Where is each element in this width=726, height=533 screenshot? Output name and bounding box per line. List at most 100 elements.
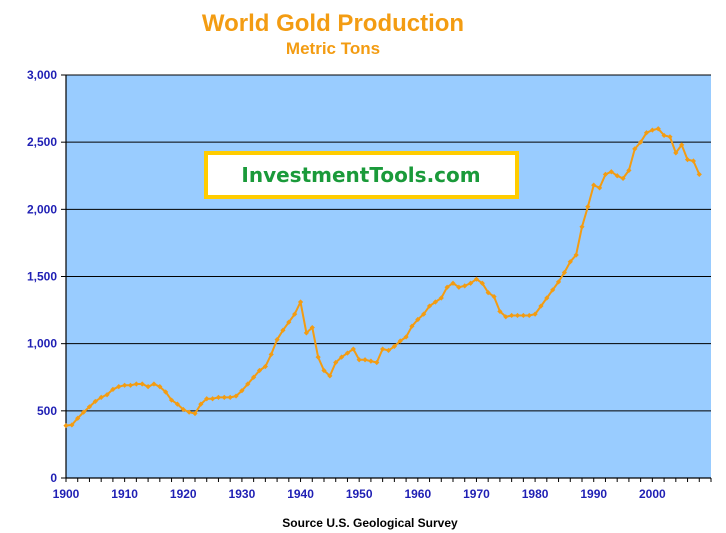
data-point (63, 423, 69, 429)
y-tick-label: 3,000 (27, 68, 57, 82)
data-point (180, 406, 186, 413)
data-point (86, 404, 93, 410)
data-point (145, 384, 151, 390)
y-axis-tick-labels: 0 500 1,000 1,500 2,000 2,500 3,000 (27, 68, 57, 485)
data-point (192, 410, 198, 417)
series-layer (63, 126, 702, 429)
watermark-box: InvestmentTools.com (204, 151, 519, 199)
data-point (321, 367, 327, 374)
chart-title: World Gold Production (202, 10, 464, 37)
x-tick-label: 1970 (463, 487, 490, 501)
data-point (555, 279, 562, 285)
watermark-text: InvestmentTools.com (241, 163, 480, 187)
y-tick-label: 1,000 (27, 337, 57, 351)
chart-subtitle: Metric Tons (286, 39, 380, 58)
data-point (632, 146, 638, 152)
y-tick-label: 2,500 (27, 135, 57, 149)
x-tick-label: 1910 (111, 487, 138, 501)
data-point (614, 173, 620, 179)
x-tick-label: 2000 (639, 487, 666, 501)
data-point (209, 396, 216, 402)
data-point (596, 185, 603, 191)
x-tick-label: 1950 (346, 487, 373, 501)
data-point (503, 314, 509, 320)
data-point (380, 346, 386, 352)
data-point (620, 175, 626, 182)
data-point (198, 401, 204, 407)
data-point (292, 311, 298, 317)
data-point (309, 324, 315, 331)
data-point (174, 401, 181, 407)
data-point (497, 308, 503, 315)
data-point (116, 384, 122, 390)
data-point (104, 392, 110, 398)
data-point (344, 350, 351, 356)
data-point (438, 295, 444, 301)
data-point (626, 167, 632, 173)
data-point (262, 363, 268, 370)
data-point (338, 354, 345, 360)
data-point (479, 280, 485, 286)
data-point (532, 311, 538, 317)
data-point (690, 158, 697, 164)
data-point (151, 381, 157, 387)
data-point (215, 394, 222, 400)
data-point (239, 388, 245, 394)
data-point (567, 259, 573, 265)
data-point (608, 169, 614, 175)
data-point (98, 394, 104, 400)
data-point (350, 346, 356, 352)
data-point (251, 374, 257, 380)
data-point (579, 224, 585, 230)
data-point (315, 354, 321, 360)
x-tick-label: 1930 (229, 487, 256, 501)
data-point (643, 130, 650, 136)
data-point (297, 299, 304, 305)
x-tick-label: 1920 (170, 487, 197, 501)
data-point (509, 312, 515, 319)
data-point (462, 283, 468, 289)
data-point (362, 357, 368, 363)
data-point (456, 284, 462, 290)
data-point (514, 312, 521, 319)
data-point (256, 367, 263, 374)
data-point (673, 150, 679, 156)
data-point (585, 204, 591, 210)
data-point (245, 381, 251, 387)
data-point (661, 132, 667, 139)
gridlines (66, 74, 711, 412)
y-tick-label: 500 (37, 404, 57, 418)
data-point (403, 334, 409, 340)
data-point (432, 299, 439, 305)
data-point (127, 382, 134, 388)
data-point (139, 381, 145, 387)
x-axis-label: Source U.S. Geological Survey (282, 516, 458, 530)
data-point (450, 280, 456, 286)
data-point (538, 303, 544, 309)
data-point (69, 422, 75, 428)
data-point (333, 359, 339, 366)
data-point (227, 394, 233, 400)
data-point (75, 415, 81, 421)
data-point (679, 142, 685, 148)
data-point (444, 284, 450, 290)
data-point (561, 269, 568, 276)
data-point (526, 312, 532, 319)
data-point (233, 393, 239, 399)
data-point (655, 126, 661, 132)
data-point (684, 157, 691, 163)
data-point (268, 351, 274, 358)
data-point (356, 357, 362, 363)
data-point (638, 139, 644, 145)
data-point (286, 319, 292, 325)
data-point (485, 290, 491, 296)
data-point (391, 343, 397, 349)
x-tick-label: 1980 (522, 487, 549, 501)
data-point (667, 134, 673, 140)
y-tick-label: 1,500 (27, 270, 57, 284)
data-point (520, 312, 526, 319)
data-point (696, 171, 702, 178)
data-point (80, 409, 87, 415)
y-tick-label: 0 (50, 471, 57, 485)
